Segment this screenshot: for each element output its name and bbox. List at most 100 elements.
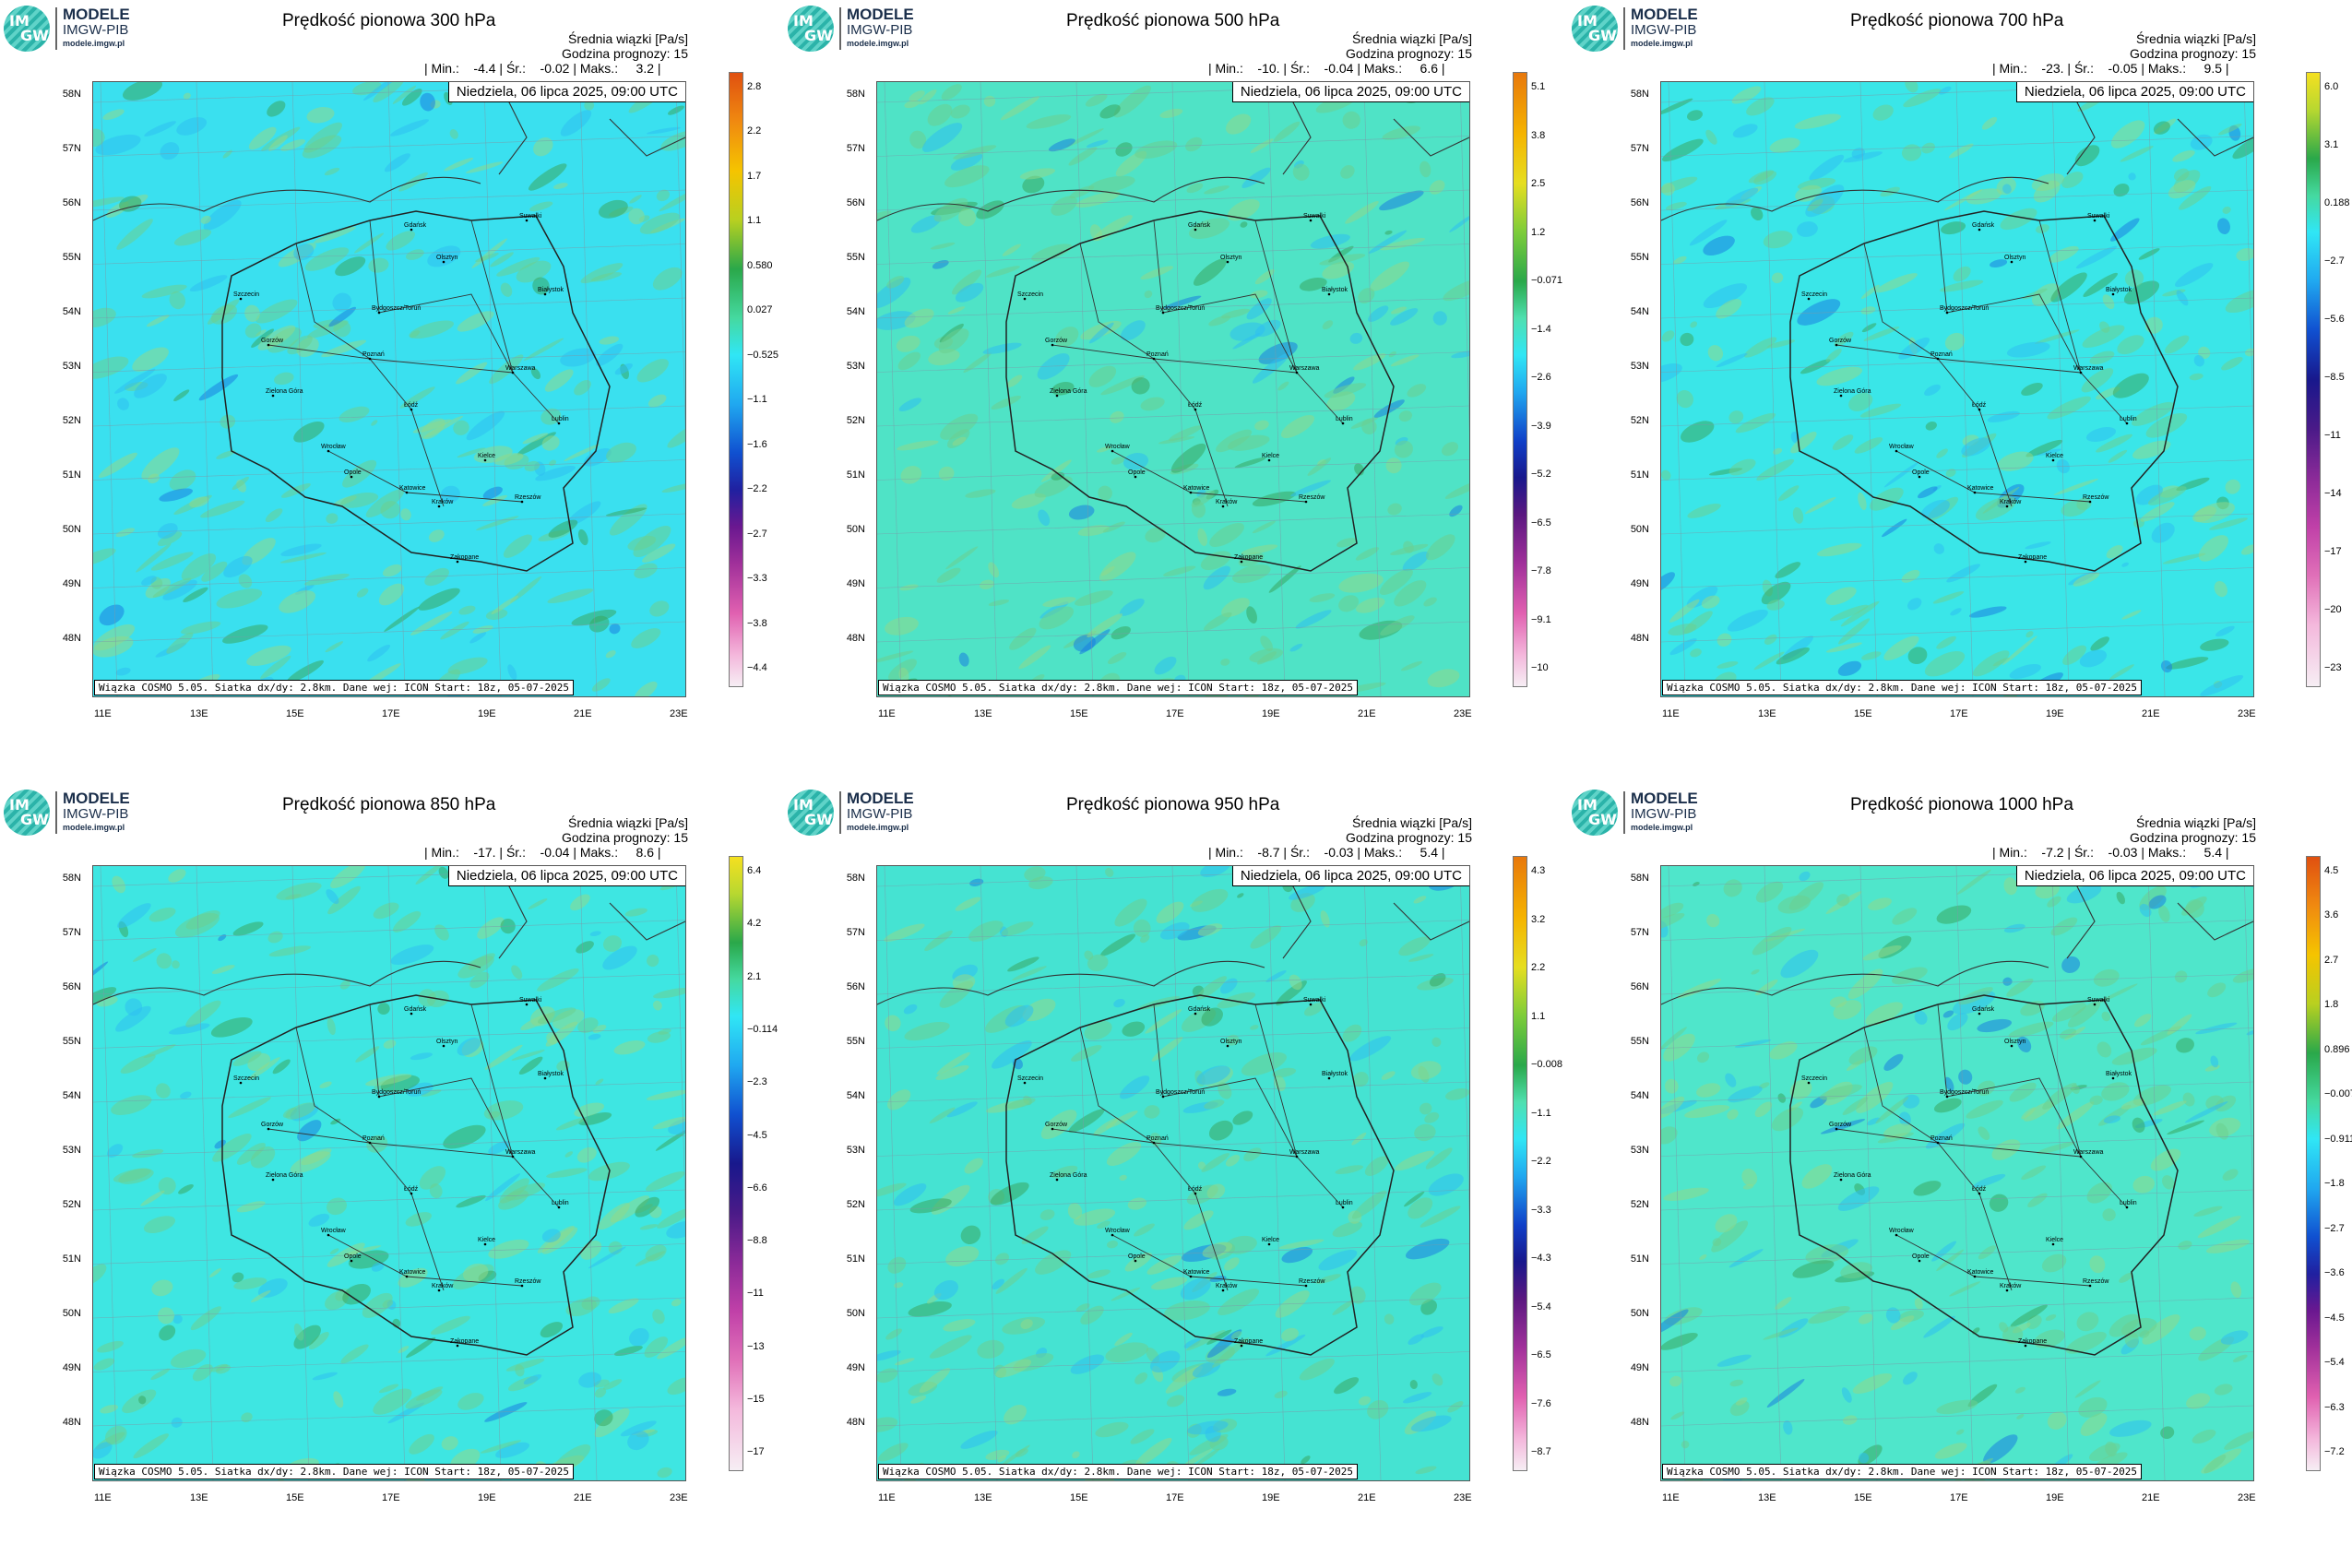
lon-tick-label: 15E xyxy=(1854,708,1872,719)
city-marker: Białystok xyxy=(1322,287,1348,296)
mean-label: Średnia wiązki [Pa/s] xyxy=(568,815,688,830)
poland-border xyxy=(1005,994,1395,1356)
logo-badge-top: IM xyxy=(1577,12,1598,30)
field-plot: Gdańsk Suwałki Olsztyn Białystok Szczecin Byd… xyxy=(1661,82,2253,696)
imgw-logo[interactable]: IM GW MODELE IMGW-PIB modele.imgw.pl xyxy=(1572,6,1728,52)
panel-title: Prędkość pionowa 300 hPa xyxy=(282,11,496,30)
field-shading xyxy=(1661,82,2253,696)
city-marker: Zakopane xyxy=(1234,554,1263,564)
lon-tick-label: 19E xyxy=(1262,1492,1280,1503)
city-label: Białystok xyxy=(1322,1071,1348,1077)
colorbar-label: 2.2 xyxy=(747,125,762,137)
colorbar-label: 0.896 xyxy=(2324,1043,2350,1055)
city-label: Kielce xyxy=(478,1237,495,1243)
panel-meta: Średnia wiązki [Pa/s] Godzina prognozy: … xyxy=(562,31,688,61)
imgw-logo[interactable]: IM GW MODELE IMGW-PIB modele.imgw.pl xyxy=(4,790,160,836)
city-marker: Gorzów xyxy=(1829,1122,1852,1131)
city-marker: Suwałki xyxy=(2087,213,2110,222)
stats-line: | Min.: -4.4 | Śr.: -0.02 | Maks.: 3.2 | xyxy=(424,61,661,76)
mean-label: Średnia wiązki [Pa/s] xyxy=(1352,31,1472,46)
panel-title: Prędkość pionowa 1000 hPa xyxy=(1850,795,2073,814)
city-label: Łódź xyxy=(404,402,419,409)
city-marker: Katowice xyxy=(1967,485,1994,494)
city-marker: Warszawa xyxy=(2073,365,2104,374)
city-marker: Wrocław xyxy=(1105,1228,1131,1237)
city-label: Łódź xyxy=(1972,402,1987,409)
city-marker: Zielona Góra xyxy=(1050,1172,1087,1182)
city-label: Zielona Góra xyxy=(266,1172,303,1179)
imgw-logo[interactable]: IM GW MODELE IMGW-PIB modele.imgw.pl xyxy=(1572,790,1728,836)
lon-tick-label: 23E xyxy=(670,708,688,719)
imgw-logo[interactable]: IM GW MODELE IMGW-PIB modele.imgw.pl xyxy=(788,790,944,836)
lat-tick-label: 50N xyxy=(1630,524,1649,535)
colorbar-label: −11 xyxy=(747,1288,764,1300)
city-label: Rzeszów xyxy=(2083,494,2109,501)
city-label: Zakopane xyxy=(450,554,479,561)
city-label: Gorzów xyxy=(1829,338,1852,344)
model-info: Wiązka COSMO 5.05. Siatka dx/dy: 2.8km. … xyxy=(878,1464,1358,1479)
colorbar-label: 0.188 xyxy=(2324,197,2350,209)
lat-tick-label: 52N xyxy=(846,1199,865,1210)
colorbar-label: −5.6 xyxy=(2324,314,2345,326)
city-marker: Szczecin xyxy=(233,291,259,301)
imgw-logo[interactable]: IM GW MODELE IMGW-PIB modele.imgw.pl xyxy=(4,6,160,52)
lat-tick-label: 54N xyxy=(846,306,865,317)
colorbar-label: −11 xyxy=(2324,430,2341,442)
map-area[interactable]: Gdańsk Suwałki Olsztyn Białystok Szczecin Byd… xyxy=(92,81,686,697)
city-marker: Katowice xyxy=(1183,1269,1210,1278)
city-marker: Bydgoszcz/Toruń xyxy=(372,1089,421,1099)
field-plot: Gdańsk Suwałki Olsztyn Białystok Szczecin Byd… xyxy=(1661,866,2253,1480)
logo-badge-bottom: GW xyxy=(1588,811,1617,828)
city-label: Gdańsk xyxy=(1188,1006,1211,1013)
stats-line: | Min.: -17. | Śr.: -0.04 | Maks.: 8.6 | xyxy=(424,845,661,860)
field-plot: Gdańsk Suwałki Olsztyn Białystok Szczecin Byd… xyxy=(877,82,1469,696)
city-label: Łódź xyxy=(404,1186,419,1193)
forecast-panel: IM GW MODELE IMGW-PIB modele.imgw.pl Prę… xyxy=(0,784,784,1568)
imgw-logo[interactable]: IM GW MODELE IMGW-PIB modele.imgw.pl xyxy=(788,6,944,52)
city-marker: Zielona Góra xyxy=(266,388,303,398)
city-label: Poznań xyxy=(1146,1135,1169,1142)
map-area[interactable]: Gdańsk Suwałki Olsztyn Białystok Szczecin Byd… xyxy=(1660,865,2254,1481)
map-area[interactable]: Gdańsk Suwałki Olsztyn Białystok Szczecin Byd… xyxy=(1660,81,2254,697)
lat-tick-label: 55N xyxy=(62,252,81,263)
colorbar-label: 2.2 xyxy=(1531,962,1546,974)
mean-label: Średnia wiązki [Pa/s] xyxy=(1352,815,1472,830)
forecast-hour: Godzina prognozy: 15 xyxy=(2130,830,2256,845)
logo-divider xyxy=(55,7,57,50)
city-label: Zakopane xyxy=(2018,554,2047,561)
city-marker: Gdańsk xyxy=(404,1006,427,1016)
logo-subtitle: IMGW-PIB xyxy=(63,22,129,38)
city-label: Gorzów xyxy=(261,338,284,344)
map-area[interactable]: Gdańsk Suwałki Olsztyn Białystok Szczecin Byd… xyxy=(92,865,686,1481)
city-marker: Gorzów xyxy=(1045,338,1068,347)
city-marker: Olsztyn xyxy=(1220,255,1241,264)
logo-title: MODELE xyxy=(63,6,130,23)
colorbar-label: 1.2 xyxy=(1531,226,1546,238)
imgw-emblem-icon: IM GW xyxy=(4,6,50,52)
city-marker: Bydgoszcz/Toruń xyxy=(372,305,421,315)
colorbar-label: −1.8 xyxy=(2324,1178,2345,1190)
city-label: Lublin xyxy=(1336,416,1353,422)
valid-date: Niedziela, 06 lipca 2025, 09:00 UTC xyxy=(1231,82,1469,102)
panel-meta: Średnia wiązki [Pa/s] Godzina prognozy: … xyxy=(1346,31,1472,61)
lat-tick-label: 49N xyxy=(62,578,81,589)
city-label: Zielona Góra xyxy=(1834,388,1871,395)
lat-tick-label: 49N xyxy=(846,578,865,589)
lon-tick-label: 21E xyxy=(1358,708,1376,719)
map-area[interactable]: Gdańsk Suwałki Olsztyn Białystok Szczecin Byd… xyxy=(876,865,1470,1481)
lat-tick-label: 51N xyxy=(846,469,865,481)
colorbar-label: 2.7 xyxy=(2324,954,2339,966)
city-marker: Zielona Góra xyxy=(1050,388,1087,398)
city-marker: Białystok xyxy=(1322,1071,1348,1080)
colorbar-label: −17 xyxy=(747,1446,765,1458)
colorbar-label: −6.5 xyxy=(1531,1349,1551,1361)
map-area[interactable]: Gdańsk Suwałki Olsztyn Białystok Szczecin Byd… xyxy=(876,81,1470,697)
city-label: Zakopane xyxy=(1234,1338,1263,1345)
colorbar-label: 4.2 xyxy=(747,918,762,930)
logo-badge-top: IM xyxy=(1577,796,1598,814)
city-label: Zielona Góra xyxy=(1050,1172,1087,1179)
city-marker: Rzeszów xyxy=(2083,1278,2109,1288)
forecast-panel: IM GW MODELE IMGW-PIB modele.imgw.pl Prę… xyxy=(1568,784,2352,1568)
lon-tick-label: 15E xyxy=(1070,1492,1088,1503)
region-borders xyxy=(1051,220,1344,507)
